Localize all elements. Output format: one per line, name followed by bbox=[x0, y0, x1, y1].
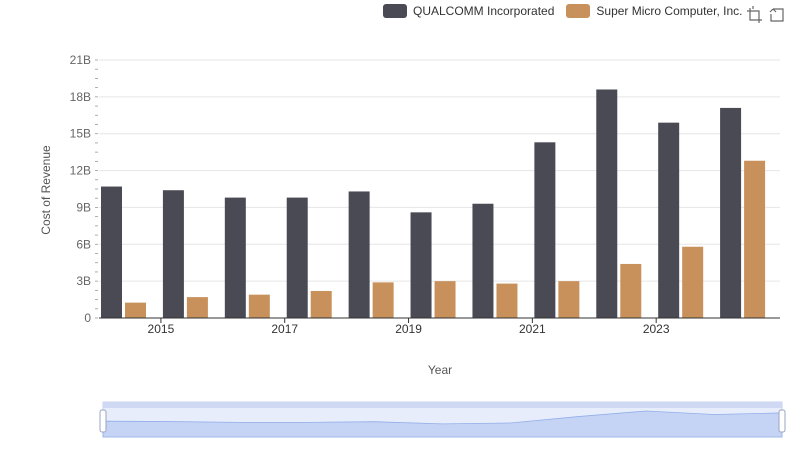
bar-qualcomm[interactable] bbox=[534, 142, 556, 318]
y-axis-label: Cost of Revenue bbox=[39, 145, 53, 235]
legend-item-supermicro[interactable]: Super Micro Computer, Inc. bbox=[566, 4, 742, 18]
grid-lines bbox=[99, 59, 780, 282]
y-tick-label: 18B bbox=[70, 90, 91, 104]
x-tick-label: 2015 bbox=[148, 322, 175, 336]
zoom-handle-left[interactable] bbox=[99, 409, 107, 433]
y-tick-label: 15B bbox=[70, 127, 91, 141]
zoom-reset-icon[interactable] bbox=[768, 6, 786, 24]
legend-label-qualcomm: QUALCOMM Incorporated bbox=[413, 4, 555, 18]
bars bbox=[101, 89, 766, 319]
data-zoom-slider[interactable] bbox=[99, 401, 786, 438]
bar-qualcomm[interactable] bbox=[286, 197, 308, 318]
x-tick-label: 2017 bbox=[271, 322, 298, 336]
x-axis-ticks: 2015 2017 2019 2021 2023 bbox=[148, 318, 670, 336]
legend-swatch-supermicro bbox=[566, 4, 591, 18]
y-axis-ticks: 0 3B 6B 9B 12B 15B 18B 21B bbox=[70, 53, 98, 325]
legend-item-qualcomm[interactable]: QUALCOMM Incorporated bbox=[383, 4, 554, 18]
toolbox bbox=[746, 6, 790, 24]
bar-supermicro[interactable] bbox=[248, 294, 270, 318]
x-tick-label: 2023 bbox=[643, 322, 670, 336]
bar-supermicro[interactable] bbox=[310, 290, 332, 318]
bar-supermicro[interactable] bbox=[496, 283, 518, 318]
bar-qualcomm[interactable] bbox=[596, 89, 618, 318]
legend-label-supermicro: Super Micro Computer, Inc. bbox=[596, 4, 743, 18]
bar-supermicro[interactable] bbox=[682, 246, 704, 318]
y-tick-label: 21B bbox=[70, 53, 91, 67]
bar-supermicro[interactable] bbox=[186, 297, 208, 318]
bar-qualcomm[interactable] bbox=[410, 212, 432, 318]
bar-qualcomm[interactable] bbox=[224, 197, 246, 318]
bar-qualcomm[interactable] bbox=[348, 191, 370, 318]
bar-qualcomm[interactable] bbox=[162, 190, 184, 318]
y-tick-label: 0 bbox=[84, 311, 91, 325]
bar-supermicro[interactable] bbox=[744, 160, 766, 318]
bar-qualcomm[interactable] bbox=[720, 107, 742, 319]
bar-qualcomm[interactable] bbox=[101, 186, 122, 318]
bar-qualcomm[interactable] bbox=[472, 203, 494, 318]
x-tick-label: 2019 bbox=[395, 322, 422, 336]
bar-supermicro[interactable] bbox=[434, 281, 456, 318]
x-tick-label: 2021 bbox=[519, 322, 546, 336]
y-tick-label: 3B bbox=[76, 274, 91, 288]
zoom-icon[interactable] bbox=[746, 6, 764, 24]
legend: QUALCOMM Incorporated Super Micro Comput… bbox=[383, 4, 754, 18]
zoom-handle-right[interactable] bbox=[778, 409, 786, 433]
legend-swatch-qualcomm bbox=[383, 4, 407, 18]
bar-supermicro[interactable] bbox=[620, 263, 642, 318]
y-tick-label: 6B bbox=[76, 237, 91, 251]
bar-qualcomm[interactable] bbox=[658, 122, 680, 319]
bar-supermicro[interactable] bbox=[372, 282, 394, 318]
y-tick-label: 12B bbox=[70, 164, 91, 178]
bar-supermicro[interactable] bbox=[125, 302, 146, 318]
y-tick-label: 9B bbox=[76, 200, 91, 214]
zoom-preview-area bbox=[102, 410, 783, 438]
zoom-drag-bar[interactable] bbox=[103, 402, 782, 408]
x-axis-label: Year bbox=[428, 363, 452, 377]
bar-supermicro[interactable] bbox=[558, 281, 580, 318]
